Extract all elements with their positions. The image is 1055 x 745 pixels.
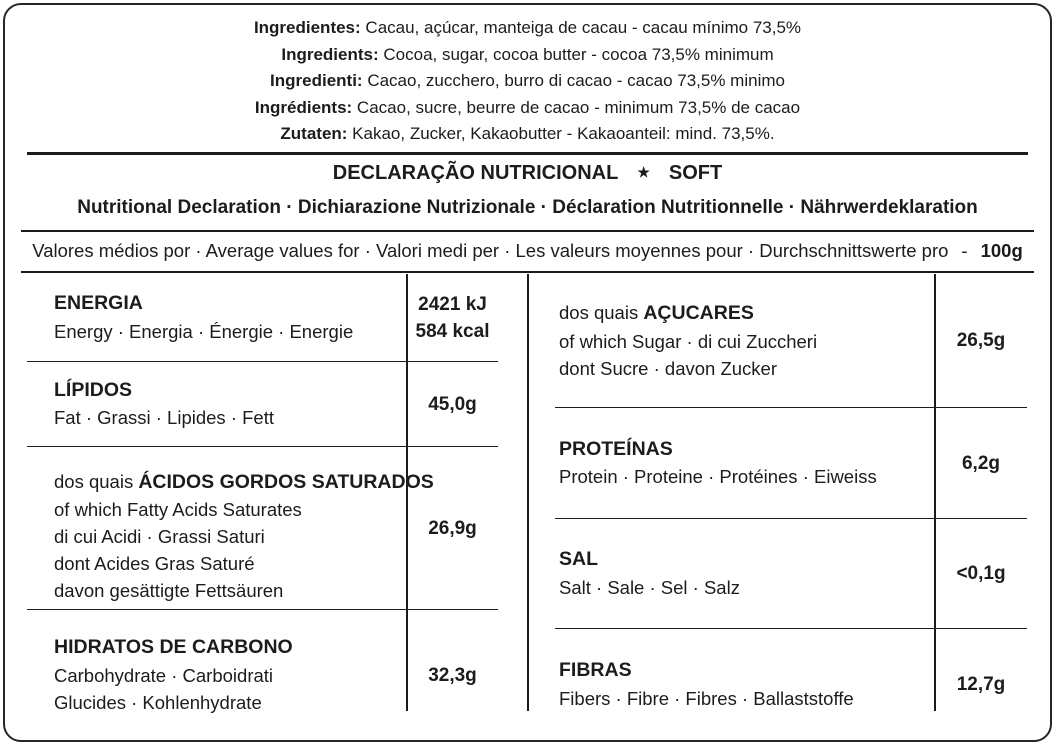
nutrient-translations: Energy · Energia · Énergie · Energie — [54, 320, 354, 342]
ingredients-text: Cacau, açúcar, manteiga de cacau - cacau… — [360, 18, 802, 37]
nutrient-value-cell: 26,9g — [407, 447, 498, 609]
nutrient-prefix: dos quais — [559, 302, 644, 324]
nutrient-value-cell: 2421 kJ 584 kcal — [407, 274, 498, 361]
table-row-fibers: FIBRAS Fibers · Fibre · Fibres · Ballast… — [555, 629, 1027, 740]
nutrient-translations: Fat · Grassi · Lipides · Fett — [54, 407, 274, 429]
nutrient-label-cell: dos quais ÁCIDOS GORDOS SATURADOS of whi… — [27, 447, 434, 609]
nutrient-value: <0,1g — [956, 563, 1006, 584]
nutrient-label-cell: PROTEÍNAS Protein · Proteine · Protéines… — [555, 408, 935, 518]
nutrient-translations: of which Sugar · di cui Zuccheri — [559, 330, 818, 352]
average-values-text: Valores médios por · Average values for … — [32, 240, 949, 261]
nutrient-translations: di cui Acidi · Grassi Saturi — [54, 526, 265, 548]
title-variant: SOFT — [668, 162, 723, 184]
nutrient-value: 26,5g — [956, 330, 1006, 351]
nutrient-value: 26,9g — [428, 517, 477, 539]
nutrient-value-cell: <0,1g — [935, 519, 1027, 628]
nutrient-translations: Glucides · Kohlenhydrate — [54, 691, 262, 713]
nutrient-value-cell: 6,2g — [935, 408, 1027, 518]
section-divider-thick — [27, 152, 1028, 155]
nutrient-prefix: dos quais — [54, 470, 139, 492]
ingredients-language-label: Ingrédients: — [254, 97, 353, 117]
nutrient-value: 2421 kJ — [418, 293, 487, 315]
nutrient-translations: dont Acides Gras Saturé — [54, 553, 255, 575]
ingredients-text: Cacao, sucre, beurre de cacao - minimum … — [352, 97, 801, 117]
nutrient-value-cell: 45,0g — [407, 362, 498, 446]
table-row-fat: LÍPIDOS Fat · Grassi · Lipides · Fett 45… — [27, 362, 498, 447]
nutrient-label-cell: HIDRATOS DE CARBONO Carbohydrate · Carbo… — [27, 610, 407, 740]
nutrient-value-cell: 26,5g — [935, 274, 1027, 407]
nutrient-translations: of which Fatty Acids Saturates — [54, 499, 302, 521]
nutrient-label-cell: dos quais AÇUCARES of which Sugar · di c… — [555, 274, 935, 407]
page-subtitle: Nutritional Declaration · Dichiarazione … — [77, 197, 978, 218]
nutrient-translations: Salt · Sale · Sel · Salz — [559, 576, 740, 598]
table-row-energy: ENERGIA Energy · Energia · Énergie · Ene… — [27, 274, 498, 362]
ingredients-block: Ingredientes: Cacau, açúcar, manteiga de… — [0, 15, 1055, 148]
nutrition-table-right: dos quais AÇUCARES of which Sugar · di c… — [555, 274, 1027, 740]
nutrient-label-cell: LÍPIDOS Fat · Grassi · Lipides · Fett — [27, 362, 407, 446]
nutrition-table-left: ENERGIA Energy · Energia · Énergie · Ene… — [27, 274, 498, 740]
section-divider-thin — [21, 271, 1034, 273]
nutrient-value: 584 kcal — [415, 320, 490, 342]
nutrient-name: ENERGIA — [54, 292, 143, 315]
page-title: DECLARAÇÃO NUTRICIONAL ★ SOFT — [0, 162, 1055, 185]
ingredients-line: Ingredients: Cocoa, sugar, cocoa butter … — [0, 42, 1055, 69]
ingredients-text: Kakao, Zucker, Kakaobutter - Kakaoanteil… — [347, 124, 775, 143]
nutrient-translations: Fibers · Fibre · Fibres · Ballaststoffe — [559, 687, 854, 709]
ingredients-line: Ingredienti: Cacao, zucchero, burro di c… — [0, 68, 1055, 95]
ingredients-language-label: Ingredienti: — [270, 71, 363, 90]
section-divider-thin — [21, 230, 1034, 232]
table-row-salt: SAL Salt · Sale · Sel · Salz <0,1g — [555, 519, 1027, 629]
nutrient-name: HIDRATOS DE CARBONO — [54, 636, 293, 659]
ingredients-language-label: Ingredients: — [281, 44, 379, 64]
nutrient-name: dos quais ÁCIDOS GORDOS SATURADOS — [54, 470, 434, 493]
ingredients-language-label: Ingredientes: — [253, 18, 361, 37]
ingredients-line: Ingredientes: Cacau, açúcar, manteiga de… — [0, 15, 1055, 42]
nutrient-name: SAL — [559, 548, 598, 571]
nutrient-translations: davon gesättigte Fettsäuren — [54, 580, 284, 602]
nutrient-value: 12,7g — [956, 674, 1006, 695]
nutrient-label-cell: FIBRAS Fibers · Fibre · Fibres · Ballast… — [555, 629, 935, 740]
title-text: DECLARAÇÃO NUTRICIONAL — [332, 162, 619, 184]
nutrient-translations: dont Sucre · davon Zucker — [559, 357, 777, 379]
left-value-divider — [406, 274, 408, 711]
ingredients-line: Ingrédients: Cacao, sucre, beurre de cac… — [0, 95, 1055, 122]
nutrient-value: 6,2g — [961, 452, 1001, 474]
right-value-divider — [934, 274, 936, 711]
nutrient-label-cell: ENERGIA Energy · Energia · Énergie · Ene… — [27, 274, 407, 361]
nutrient-value-cell: 32,3g — [407, 610, 498, 740]
nutrient-label-cell: SAL Salt · Sale · Sel · Salz — [555, 519, 935, 628]
ingredients-text: Cocoa, sugar, cocoa butter - cocoa 73,5%… — [378, 44, 774, 64]
nutrient-name: FIBRAS — [559, 659, 632, 682]
ingredients-language-label: Zutaten: — [280, 124, 348, 143]
table-row-sugars: dos quais AÇUCARES of which Sugar · di c… — [555, 274, 1027, 408]
center-column-divider — [527, 274, 529, 711]
table-row-saturates: dos quais ÁCIDOS GORDOS SATURADOS of whi… — [27, 447, 498, 610]
nutrient-translations: Protein · Proteine · Protéines · Eiweiss — [559, 466, 877, 488]
average-values-line: Valores médios por · Average values for … — [0, 240, 1055, 262]
nutrient-name: LÍPIDOS — [54, 378, 133, 401]
nutrient-value-cell: 12,7g — [935, 629, 1027, 740]
dash-separator: - — [961, 240, 968, 261]
table-row-protein: PROTEÍNAS Protein · Proteine · Protéines… — [555, 408, 1027, 519]
ingredients-text: Cacao, zucchero, burro di cacao - cacao … — [362, 71, 785, 90]
label-border — [3, 3, 1052, 742]
star-icon: ★ — [637, 164, 650, 180]
nutrient-value: 32,3g — [428, 664, 477, 686]
ingredients-line: Zutaten: Kakao, Zucker, Kakaobutter - Ka… — [0, 121, 1055, 148]
nutrient-translations: Carbohydrate · Carboidrati — [54, 664, 274, 686]
nutrient-value: 45,0g — [428, 393, 477, 415]
table-row-carbohydrate: HIDRATOS DE CARBONO Carbohydrate · Carbo… — [27, 610, 498, 740]
nutrient-name: PROTEÍNAS — [559, 437, 673, 460]
nutrient-name: dos quais AÇUCARES — [559, 302, 754, 325]
serving-amount: 100g — [980, 240, 1023, 261]
